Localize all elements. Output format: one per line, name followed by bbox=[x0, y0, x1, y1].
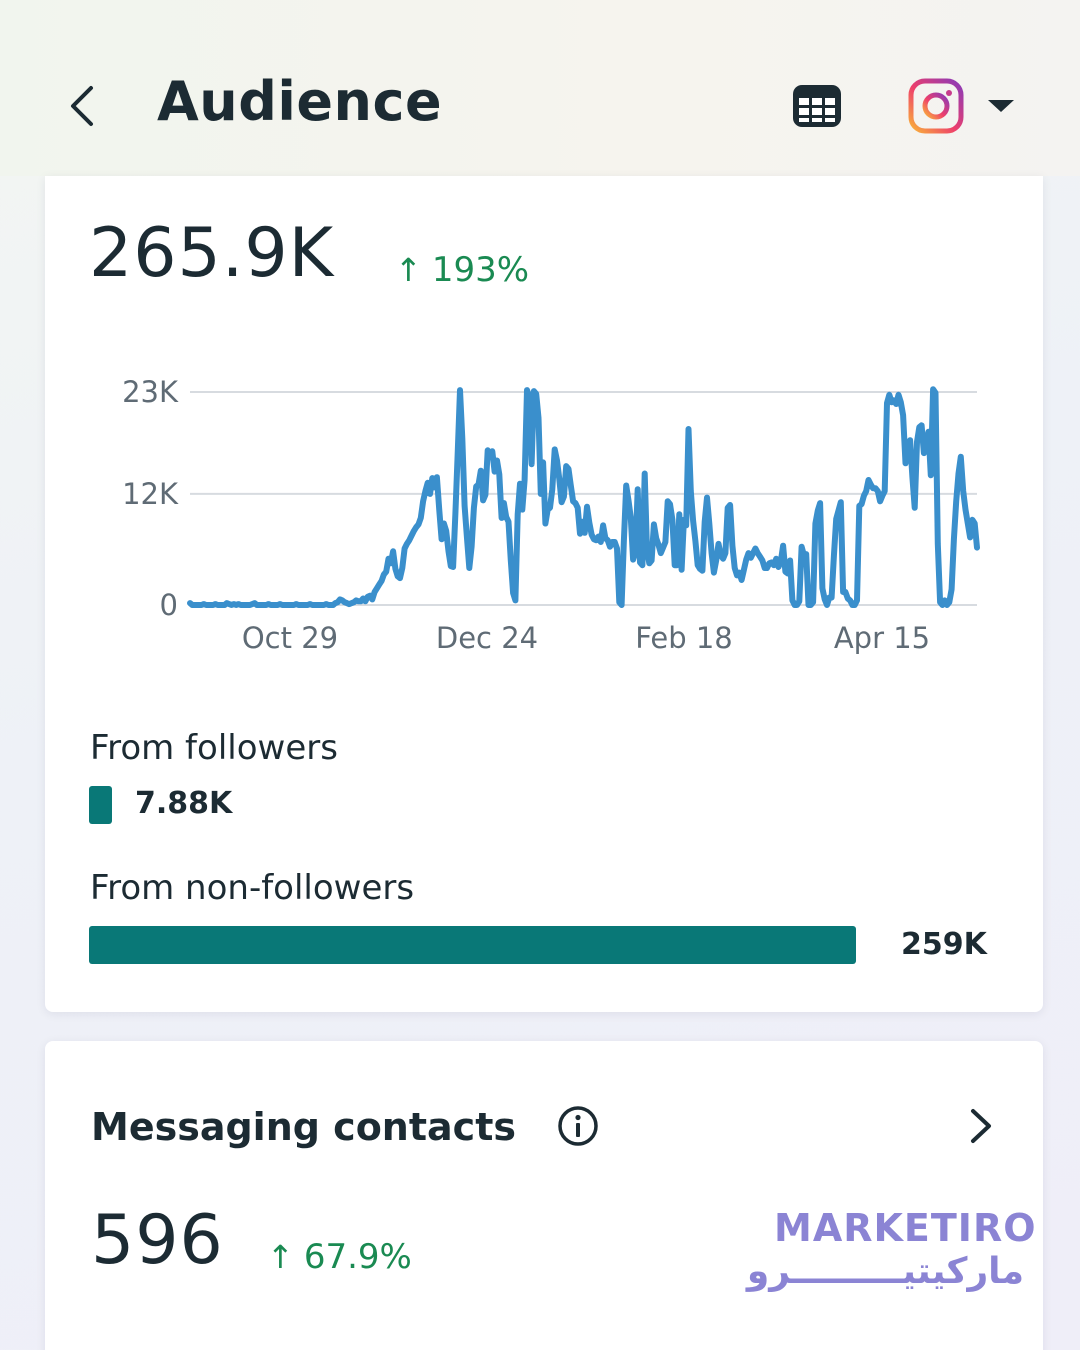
page-title: Audience bbox=[157, 70, 443, 133]
reach-series-line bbox=[187, 386, 980, 608]
reach-value: 265.9K bbox=[89, 214, 335, 293]
y-tick-label: 12K bbox=[122, 477, 179, 511]
back-button[interactable] bbox=[62, 82, 102, 130]
chevron-right-icon[interactable] bbox=[963, 1105, 999, 1147]
table-icon bbox=[793, 85, 841, 127]
reach-delta-value: 193% bbox=[431, 250, 530, 290]
non-followers-label: From non-followers bbox=[90, 868, 415, 908]
messaging-delta: ↑ 67.9% bbox=[267, 1237, 412, 1277]
messaging-value: 596 bbox=[91, 1201, 224, 1280]
non-followers-value: 259K bbox=[901, 927, 987, 962]
reach-card: 265.9K ↑ 193% From followers 7.88K From … bbox=[45, 176, 1043, 1012]
messaging-delta-value: 67.9% bbox=[303, 1237, 412, 1277]
y-tick-label: 23K bbox=[122, 375, 179, 409]
followers-label: From followers bbox=[90, 728, 338, 768]
reach-delta: ↑ 193% bbox=[395, 250, 529, 290]
chevron-left-icon bbox=[71, 86, 93, 126]
arrow-up-icon: ↑ bbox=[395, 251, 422, 289]
watermark-latin: MARKETIRO bbox=[774, 1206, 1037, 1250]
x-tick-label: Feb 18 bbox=[635, 621, 732, 655]
info-icon[interactable] bbox=[557, 1105, 599, 1147]
x-tick-label: Apr 15 bbox=[834, 621, 930, 655]
followers-value: 7.88K bbox=[135, 786, 233, 821]
messaging-contacts-card[interactable]: Messaging contacts 596 ↑ 67.9% bbox=[45, 1041, 1043, 1350]
account-switcher[interactable] bbox=[906, 76, 1020, 136]
non-followers-bar bbox=[89, 926, 856, 964]
instagram-icon bbox=[908, 78, 964, 134]
reach-chart: 0 12K 23K Oct 29 Dec 24 Feb 18 Apr 15 bbox=[100, 360, 1000, 670]
watermark-arabic: ماركيتيـــــــــرو bbox=[746, 1251, 1024, 1292]
y-tick-label: 0 bbox=[160, 588, 178, 622]
followers-bar bbox=[89, 786, 112, 824]
top-app-bar: Audience bbox=[0, 0, 1080, 176]
x-tick-label: Dec 24 bbox=[436, 621, 538, 655]
caret-down-icon bbox=[988, 100, 1014, 112]
brand-watermark: MARKETIRO ماركيتيـــــــــرو bbox=[746, 1206, 1037, 1294]
arrow-up-icon: ↑ bbox=[267, 1238, 294, 1276]
x-tick-label: Oct 29 bbox=[242, 621, 338, 655]
reach-line-chart: 0 12K 23K Oct 29 Dec 24 Feb 18 Apr 15 bbox=[122, 375, 980, 655]
messaging-title: Messaging contacts bbox=[91, 1105, 516, 1149]
table-view-button[interactable] bbox=[790, 82, 844, 130]
